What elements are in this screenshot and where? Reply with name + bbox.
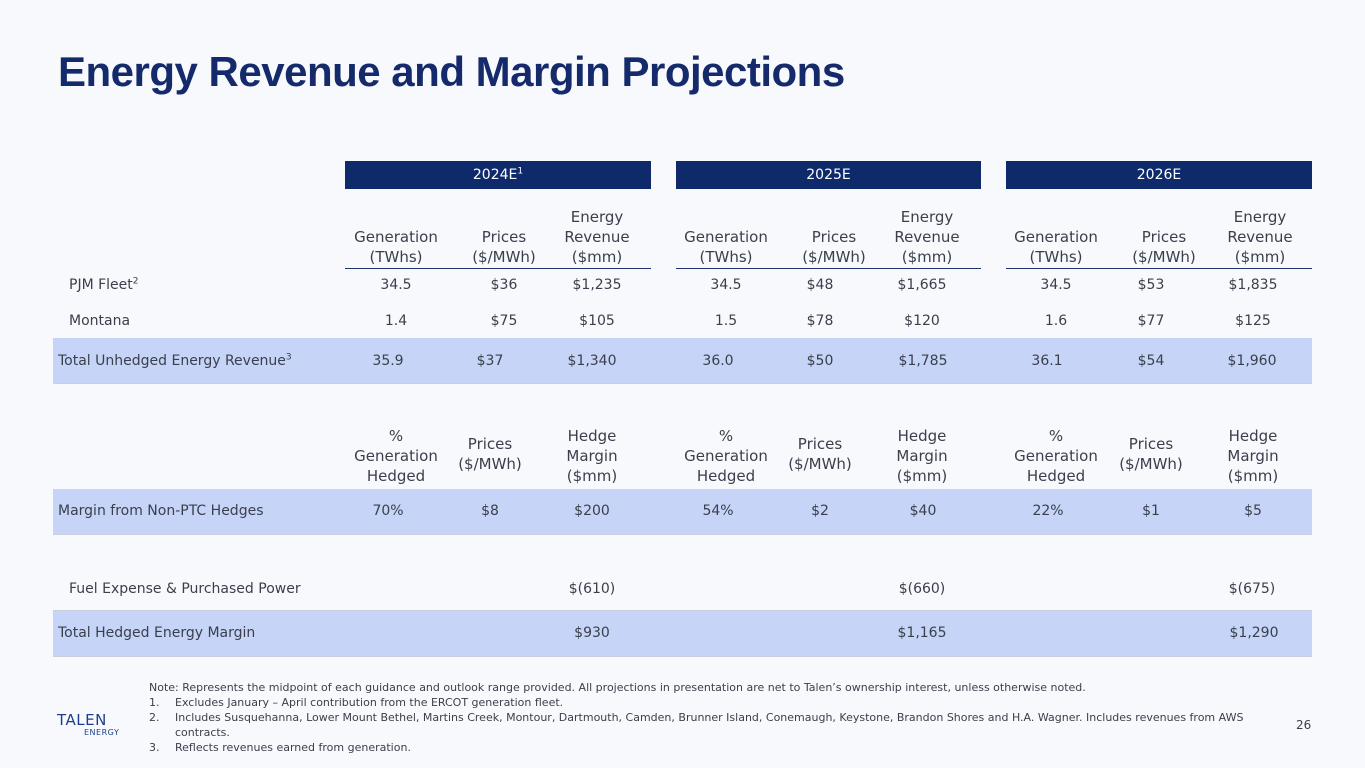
cell: $105: [579, 313, 615, 329]
cell: 70%: [372, 503, 404, 519]
cell: $8: [481, 503, 499, 519]
divider: [53, 656, 1312, 657]
row-label-non-ptc: Margin from Non-PTC Hedges: [58, 503, 264, 519]
cell: $(610): [568, 581, 616, 597]
cell: $40: [909, 503, 937, 519]
footnotes: Note: Represents the midpoint of each gu…: [149, 680, 1299, 755]
cell: $1,835: [1228, 277, 1278, 293]
total-unhedged-band: [53, 338, 1312, 383]
col-header-prices: Prices ($/MWh): [1119, 435, 1183, 473]
divider: [53, 383, 1312, 384]
cell: 34.5: [380, 277, 412, 293]
cell: 1.5: [714, 313, 738, 329]
cell: $2: [811, 503, 829, 519]
header-rule-2025: [676, 268, 981, 269]
cell: $53: [1137, 277, 1165, 293]
col-header-hedge-margin: Hedge Margin ($mm): [896, 427, 948, 485]
cell: $36: [490, 277, 518, 293]
cell: $930: [574, 625, 610, 641]
col-header-revenue: Energy Revenue ($mm): [564, 208, 630, 266]
cell: 54%: [702, 503, 734, 519]
cell: 1.4: [384, 313, 408, 329]
year-header-2025: 2025E: [676, 161, 981, 189]
col-header-prices: Prices ($/MWh): [802, 228, 866, 266]
cell: $1,785: [898, 353, 948, 369]
divider: [53, 610, 1312, 611]
col-header-revenue: Energy Revenue ($mm): [894, 208, 960, 266]
col-header-generation: Generation (TWhs): [684, 228, 768, 266]
row-label-pjm: PJM Fleet2: [69, 276, 139, 293]
cell: $50: [806, 353, 834, 369]
col-header-revenue: Energy Revenue ($mm): [1227, 208, 1293, 266]
col-header-generation: Generation (TWhs): [1014, 228, 1098, 266]
cell: $1: [1142, 503, 1160, 519]
total-hedged-band: [53, 611, 1312, 656]
col-header-pct-hedged: % Generation Hedged: [354, 427, 438, 485]
header-rule-2024: [345, 268, 651, 269]
cell: $1,665: [897, 277, 947, 293]
cell: $5: [1244, 503, 1262, 519]
col-header-prices: Prices ($/MWh): [1132, 228, 1196, 266]
row-label-fuel: Fuel Expense & Purchased Power: [69, 581, 301, 597]
cell: $120: [904, 313, 940, 329]
footnote-item: 2. Includes Susquehanna, Lower Mount Bet…: [149, 711, 1244, 739]
cell: $37: [476, 353, 504, 369]
cell: $48: [806, 277, 834, 293]
col-header-pct-hedged: % Generation Hedged: [1014, 427, 1098, 485]
cell: 1.6: [1044, 313, 1068, 329]
footnote-main: Note: Represents the midpoint of each gu…: [149, 681, 1086, 694]
cell: $75: [490, 313, 518, 329]
col-header-generation: Generation (TWhs): [354, 228, 438, 266]
cell: 36.1: [1031, 353, 1063, 369]
cell: 34.5: [710, 277, 742, 293]
col-header-prices: Prices ($/MWh): [472, 228, 536, 266]
cell: $1,290: [1229, 625, 1279, 641]
col-header-prices: Prices ($/MWh): [788, 435, 852, 473]
footnote-item: 3. Reflects revenues earned from generat…: [149, 741, 411, 754]
divider: [53, 534, 1312, 535]
cell: $77: [1137, 313, 1165, 329]
page-number: 26: [1296, 718, 1312, 732]
cell: $200: [574, 503, 610, 519]
non-ptc-band: [53, 489, 1312, 534]
cell: $125: [1235, 313, 1271, 329]
cell: $1,235: [572, 277, 622, 293]
header-rule-2026: [1006, 268, 1312, 269]
cell: $(660): [898, 581, 946, 597]
col-header-hedge-margin: Hedge Margin ($mm): [566, 427, 618, 485]
cell: $78: [806, 313, 834, 329]
cell: 36.0: [702, 353, 734, 369]
col-header-pct-hedged: % Generation Hedged: [684, 427, 768, 485]
col-header-prices: Prices ($/MWh): [458, 435, 522, 473]
cell: $(675): [1228, 581, 1276, 597]
row-label-montana: Montana: [69, 313, 131, 329]
row-label-total-hedged: Total Hedged Energy Margin: [58, 625, 256, 641]
year-header-2026: 2026E: [1006, 161, 1312, 189]
cell: $1,340: [567, 353, 617, 369]
cell: $1,960: [1227, 353, 1277, 369]
cell: 35.9: [372, 353, 404, 369]
cell: $1,165: [897, 625, 947, 641]
page-title: Energy Revenue and Margin Projections: [58, 48, 845, 95]
col-header-hedge-margin: Hedge Margin ($mm): [1227, 427, 1279, 485]
cell: $54: [1137, 353, 1165, 369]
row-label-total-unhedged: Total Unhedged Energy Revenue3: [58, 352, 292, 369]
cell: 34.5: [1040, 277, 1072, 293]
footnote-item: 1. Excludes January – April contribution…: [149, 696, 564, 709]
talen-energy-logo: TALEN ENERGY: [57, 711, 120, 737]
cell: 22%: [1032, 503, 1064, 519]
year-header-2024: 2024E1: [345, 161, 651, 189]
